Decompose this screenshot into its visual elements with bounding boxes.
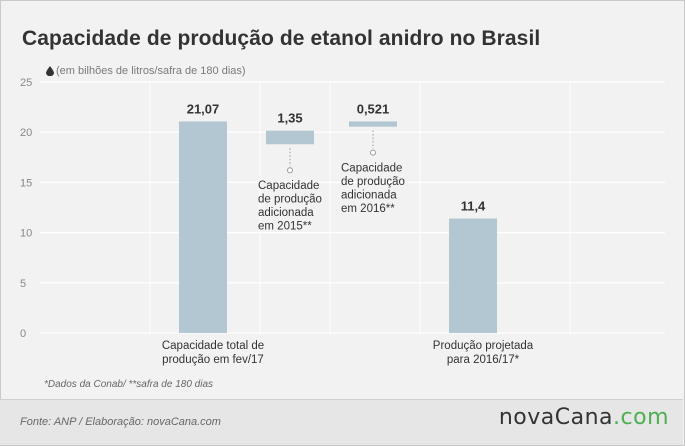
value-label-3: 11,4 [461, 199, 486, 214]
value-label-1: 1,35 [277, 111, 302, 126]
leader-dot-2 [370, 149, 376, 156]
y-tick-label-5: 25 [20, 77, 32, 89]
category-label-line: de produção [258, 194, 322, 206]
leader-dot-1 [287, 167, 293, 174]
category-label-line: em 2015** [258, 221, 312, 233]
category-label-line: Capacidade [341, 163, 402, 175]
category-label-line: adicionada [258, 207, 314, 219]
chart-title: Capacidade de produção de etanol anidro … [22, 27, 541, 50]
subtitle-text: (em bilhões de litros/safra de 180 dias) [56, 65, 246, 77]
logo-suffix: .com [613, 405, 669, 430]
category-label-line: Capacidade [258, 180, 319, 192]
category-label-line: de produção [341, 176, 405, 188]
value-label-0: 21,07 [187, 101, 220, 116]
y-tick-label-0: 0 [20, 328, 26, 340]
category-label-0: Capacidade total de produção em fev/17 [162, 340, 264, 366]
bar-2 [349, 121, 397, 127]
bar-0 [179, 121, 227, 333]
y-tick-label-3: 15 [20, 177, 32, 189]
novacana-logo: novaCana.com [499, 405, 669, 430]
footer-bar [0, 399, 683, 445]
category-label-line: para 2016/17* [447, 354, 520, 366]
footnote: *Dados da Conab/ **safra de 180 dias [44, 379, 214, 390]
y-tick-label-2: 10 [20, 228, 32, 240]
bar-3 [449, 218, 497, 333]
category-label-3: Produção projetada para 2016/17* [433, 340, 534, 366]
bar-1 [266, 130, 314, 145]
value-label-2: 0,521 [357, 101, 390, 116]
category-label-line: Capacidade total de [162, 340, 264, 352]
category-label-2: Capacidade de produção adicionada em 2016** [341, 163, 405, 216]
category-label-line: Produção projetada [433, 340, 534, 352]
y-tick-label-1: 5 [20, 278, 26, 290]
source-text: Fonte: ANP / Elaboração: novaCana.com [20, 416, 221, 428]
category-label-line: adicionada [341, 190, 397, 202]
drop-icon [46, 66, 54, 76]
logo-main: novaCana [498, 405, 614, 430]
category-label-line: produção em fev/17 [162, 354, 264, 366]
category-label-line: em 2016** [341, 203, 395, 215]
category-label-1: Capacidade de produção adicionada em 2015** [258, 180, 322, 233]
chart-subtitle: (em bilhões de litros/safra de 180 dias) [44, 65, 246, 77]
y-tick-label-4: 20 [20, 127, 32, 139]
